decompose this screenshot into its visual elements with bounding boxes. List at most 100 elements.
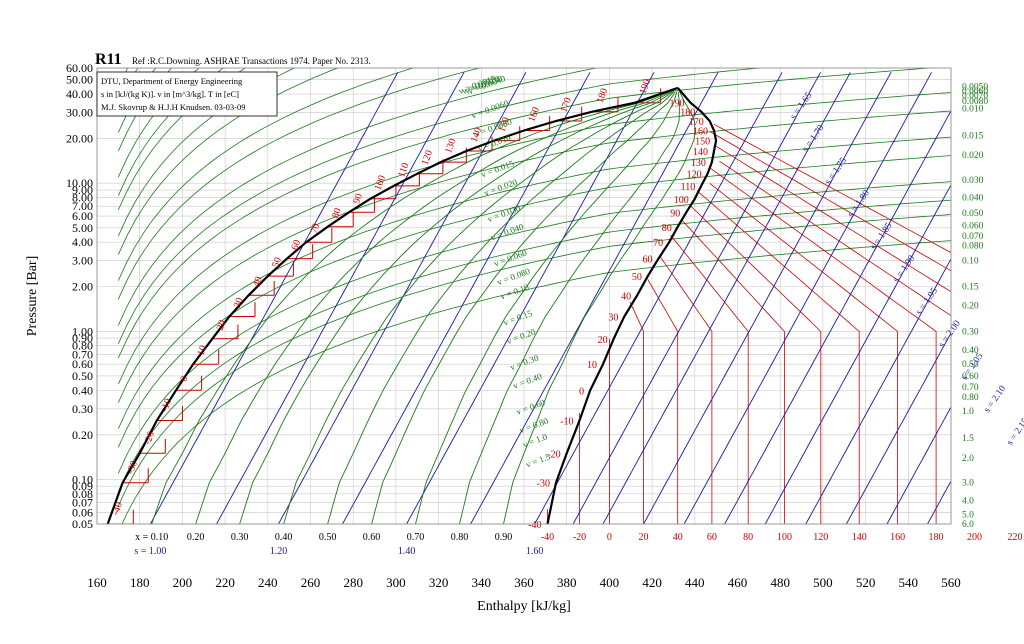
isentrope-label: s = 2.10: [983, 384, 1009, 415]
info-line-1: DTU, Department of Energy Engineering: [101, 76, 243, 86]
x-tick-label: 180: [130, 575, 150, 590]
entropy-bottom-label: s = 1.00: [134, 546, 166, 557]
isotherm-liquid-label: 130: [443, 137, 458, 155]
isochore-right-label: 1.0: [962, 407, 974, 417]
isentrope-label: s = 2.00: [937, 319, 963, 350]
x-tick-label: 360: [514, 575, 534, 590]
isochore-label: v = 1.0: [521, 431, 549, 449]
x-tick-label: 540: [899, 575, 919, 590]
isentrope-label: s = 2.15: [1005, 416, 1024, 447]
grid: [97, 68, 951, 524]
isochore-label: v = 1.5: [524, 451, 552, 469]
isotherm-superheat-line: [630, 302, 644, 524]
isotherm-vapor-label: 80: [662, 223, 672, 234]
x-tick-label: 520: [856, 575, 876, 590]
x-tick-label: 380: [557, 575, 577, 590]
isochore-right-label: 6.0: [962, 520, 974, 530]
isochore-label: v = 0.20: [505, 326, 537, 346]
isochore-right-label: 0.15: [962, 283, 979, 293]
isochore-right-label: 0.10: [962, 257, 979, 267]
y-axis-label: Pressure [Bar]: [25, 256, 40, 336]
y-tick-label: 3.00: [72, 254, 93, 268]
isotherm-vapor-label: 90: [670, 208, 680, 219]
quality-line: [284, 92, 673, 524]
refrigerant-name: R11: [95, 51, 122, 68]
isotherm-liquid-label: 120: [420, 149, 435, 167]
info-box: DTU, Department of Energy Engineering s …: [97, 72, 277, 116]
isotherm-vapor-label: 20: [598, 335, 608, 346]
isotherm-vapor-label: 100: [674, 195, 689, 206]
isochore-label: v = 0.30: [508, 352, 540, 372]
entropy-bottom-label: 1.60: [526, 546, 544, 557]
isotherm-vapor-label: 190: [670, 99, 685, 110]
quality-label: 0.70: [407, 532, 425, 543]
isotherm-bottom-label: 60: [707, 532, 717, 543]
isotherm-bottom-label: 140: [852, 532, 867, 543]
y-tick-label: 4.00: [72, 235, 93, 249]
isotherm-vapor-label: 110: [681, 182, 696, 193]
isotherm-liquid-label: 160: [526, 106, 541, 124]
quality-label: 0.20: [187, 532, 205, 543]
isochore-right-label: 0.050: [962, 209, 984, 219]
isotherm-vapor-label: 60: [643, 255, 653, 266]
x-tick-label: 220: [215, 575, 235, 590]
y-tick-label: 0.30: [72, 402, 93, 416]
isotherm-vapor-label: 50: [632, 272, 642, 283]
isotherm-liquid-label: 30: [232, 296, 246, 309]
isotherm-vapor-label: 130: [691, 158, 706, 169]
isochore-right-label: 5.0: [962, 510, 974, 520]
quality-line: [152, 92, 669, 524]
curve-labels: -40-30-20-100102030405060708090100110120…: [110, 73, 1024, 557]
isotherm-bottom-label: 40: [673, 532, 683, 543]
quality-label: x = 0.10: [135, 532, 168, 543]
isotherm-vapor-label: 70: [653, 238, 663, 249]
isotherm-vapor-label: 0: [579, 386, 584, 397]
isotherm-vapor-label: 150: [695, 137, 710, 148]
isotherm-bottom-label: 180: [929, 532, 944, 543]
x-tick-label: 200: [173, 575, 193, 590]
y-tick-label: 30.00: [66, 106, 93, 120]
isotherm-liquid-label: 180: [595, 87, 610, 105]
isentrope-line: [407, 72, 654, 524]
quality-label: 0.50: [319, 532, 337, 543]
isentrope-label: s = 1.75: [824, 156, 850, 187]
isotherm-vapor-label: 30: [608, 312, 618, 323]
isotherm-bottom-label: 20: [639, 532, 649, 543]
x-tick-label: 300: [386, 575, 406, 590]
isotherm-liquid-label: -30: [125, 459, 140, 475]
isochore-right-label: 4.0: [962, 497, 974, 507]
isochore-right-label: 0.030: [962, 176, 984, 186]
y-tick-label: 40.00: [66, 87, 93, 101]
isochore-right-label: 0.020: [962, 151, 984, 161]
isochore-line: [118, 91, 972, 384]
isochore-right-label: 0.040: [962, 194, 984, 204]
info-line-3: M.J. Skovrup & H.J.H Knudsen. 03-03-09: [101, 102, 246, 112]
quality-label: 0.40: [275, 532, 293, 543]
y-tick-label: 0.10: [72, 472, 93, 486]
isotherm-liquid-label: -20: [142, 430, 157, 446]
isotherm-vapor-label: 160: [693, 127, 708, 138]
isochore-label: v = 0.060: [492, 247, 528, 268]
isotherm-superheat-line: [661, 257, 712, 524]
isochore-right-label: 2.0: [962, 454, 974, 464]
isotherm-bottom-label: 200: [967, 532, 982, 543]
y-tick-label: 10.00: [66, 176, 93, 190]
isotherm-vapor-label: 120: [687, 170, 702, 181]
isochore-right-label: 1.5: [962, 434, 974, 444]
isochore-right-label: 0.060: [962, 221, 984, 231]
isochore-label: v = 0.040: [489, 221, 525, 242]
isochore-right-label: 0.010: [962, 104, 984, 114]
isentrope-label: s = 1.80: [846, 188, 872, 219]
quality-label: 0.30: [231, 532, 249, 543]
isochore-right-label: 0.30: [962, 327, 979, 337]
isochore-right-label: 0.70: [962, 383, 979, 393]
x-tick-label: 440: [685, 575, 705, 590]
isochore-label: v = 0.15: [502, 308, 534, 328]
y-tick-label: 60.00: [66, 61, 93, 75]
x-tick-label: 400: [600, 575, 620, 590]
isochore-line: [118, 199, 972, 492]
x-tick-label: 340: [472, 575, 492, 590]
isotherm-liquid-label: -40: [110, 501, 125, 517]
isotherm-superheat-line: [697, 191, 859, 524]
